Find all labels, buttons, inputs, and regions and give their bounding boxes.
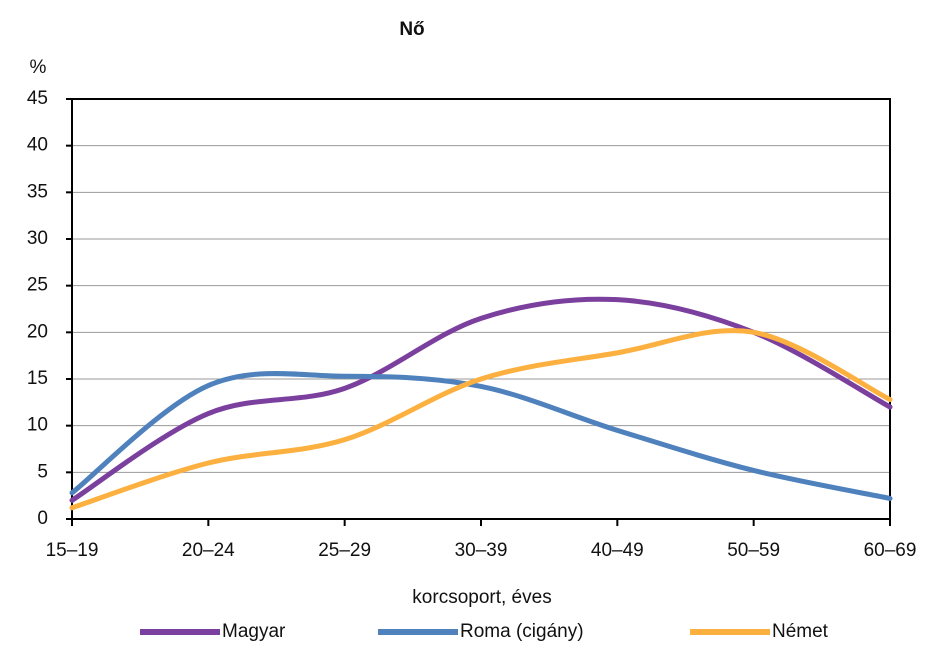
x-tick-label: 25–29: [318, 540, 371, 561]
series-line: [69, 296, 893, 503]
y-tick-label: 10: [27, 415, 48, 436]
y-axis-label: %: [30, 57, 47, 78]
y-tick-label: 20: [27, 321, 48, 342]
legend-label: Magyar: [222, 621, 286, 642]
y-tick-label: 45: [27, 88, 48, 109]
x-tick-label: 20–24: [182, 540, 235, 561]
legend-label: Roma (cigány): [460, 621, 584, 642]
y-tick-label: 40: [27, 135, 48, 156]
chart-title: Nő: [399, 19, 424, 40]
x-axis-label: korcsoport, éves: [412, 587, 551, 608]
y-tick-label: 35: [27, 181, 48, 202]
x-tick-label: 50–59: [727, 540, 780, 561]
y-tick-label: 30: [27, 228, 48, 249]
y-tick-label: 15: [27, 368, 48, 389]
legend-label: Német: [772, 621, 829, 642]
x-tick-label: 40–49: [591, 540, 644, 561]
y-tick-label: 25: [27, 275, 48, 296]
x-tick-label: 60–69: [864, 540, 917, 561]
plot-frame: [71, 98, 891, 520]
x-tick-label: 15–19: [46, 540, 99, 561]
x-tick-label: 30–39: [455, 540, 508, 561]
series-line: [69, 328, 893, 511]
series-line: [69, 371, 893, 501]
y-tick-label: 0: [37, 508, 48, 529]
y-tick-label: 5: [37, 461, 48, 482]
